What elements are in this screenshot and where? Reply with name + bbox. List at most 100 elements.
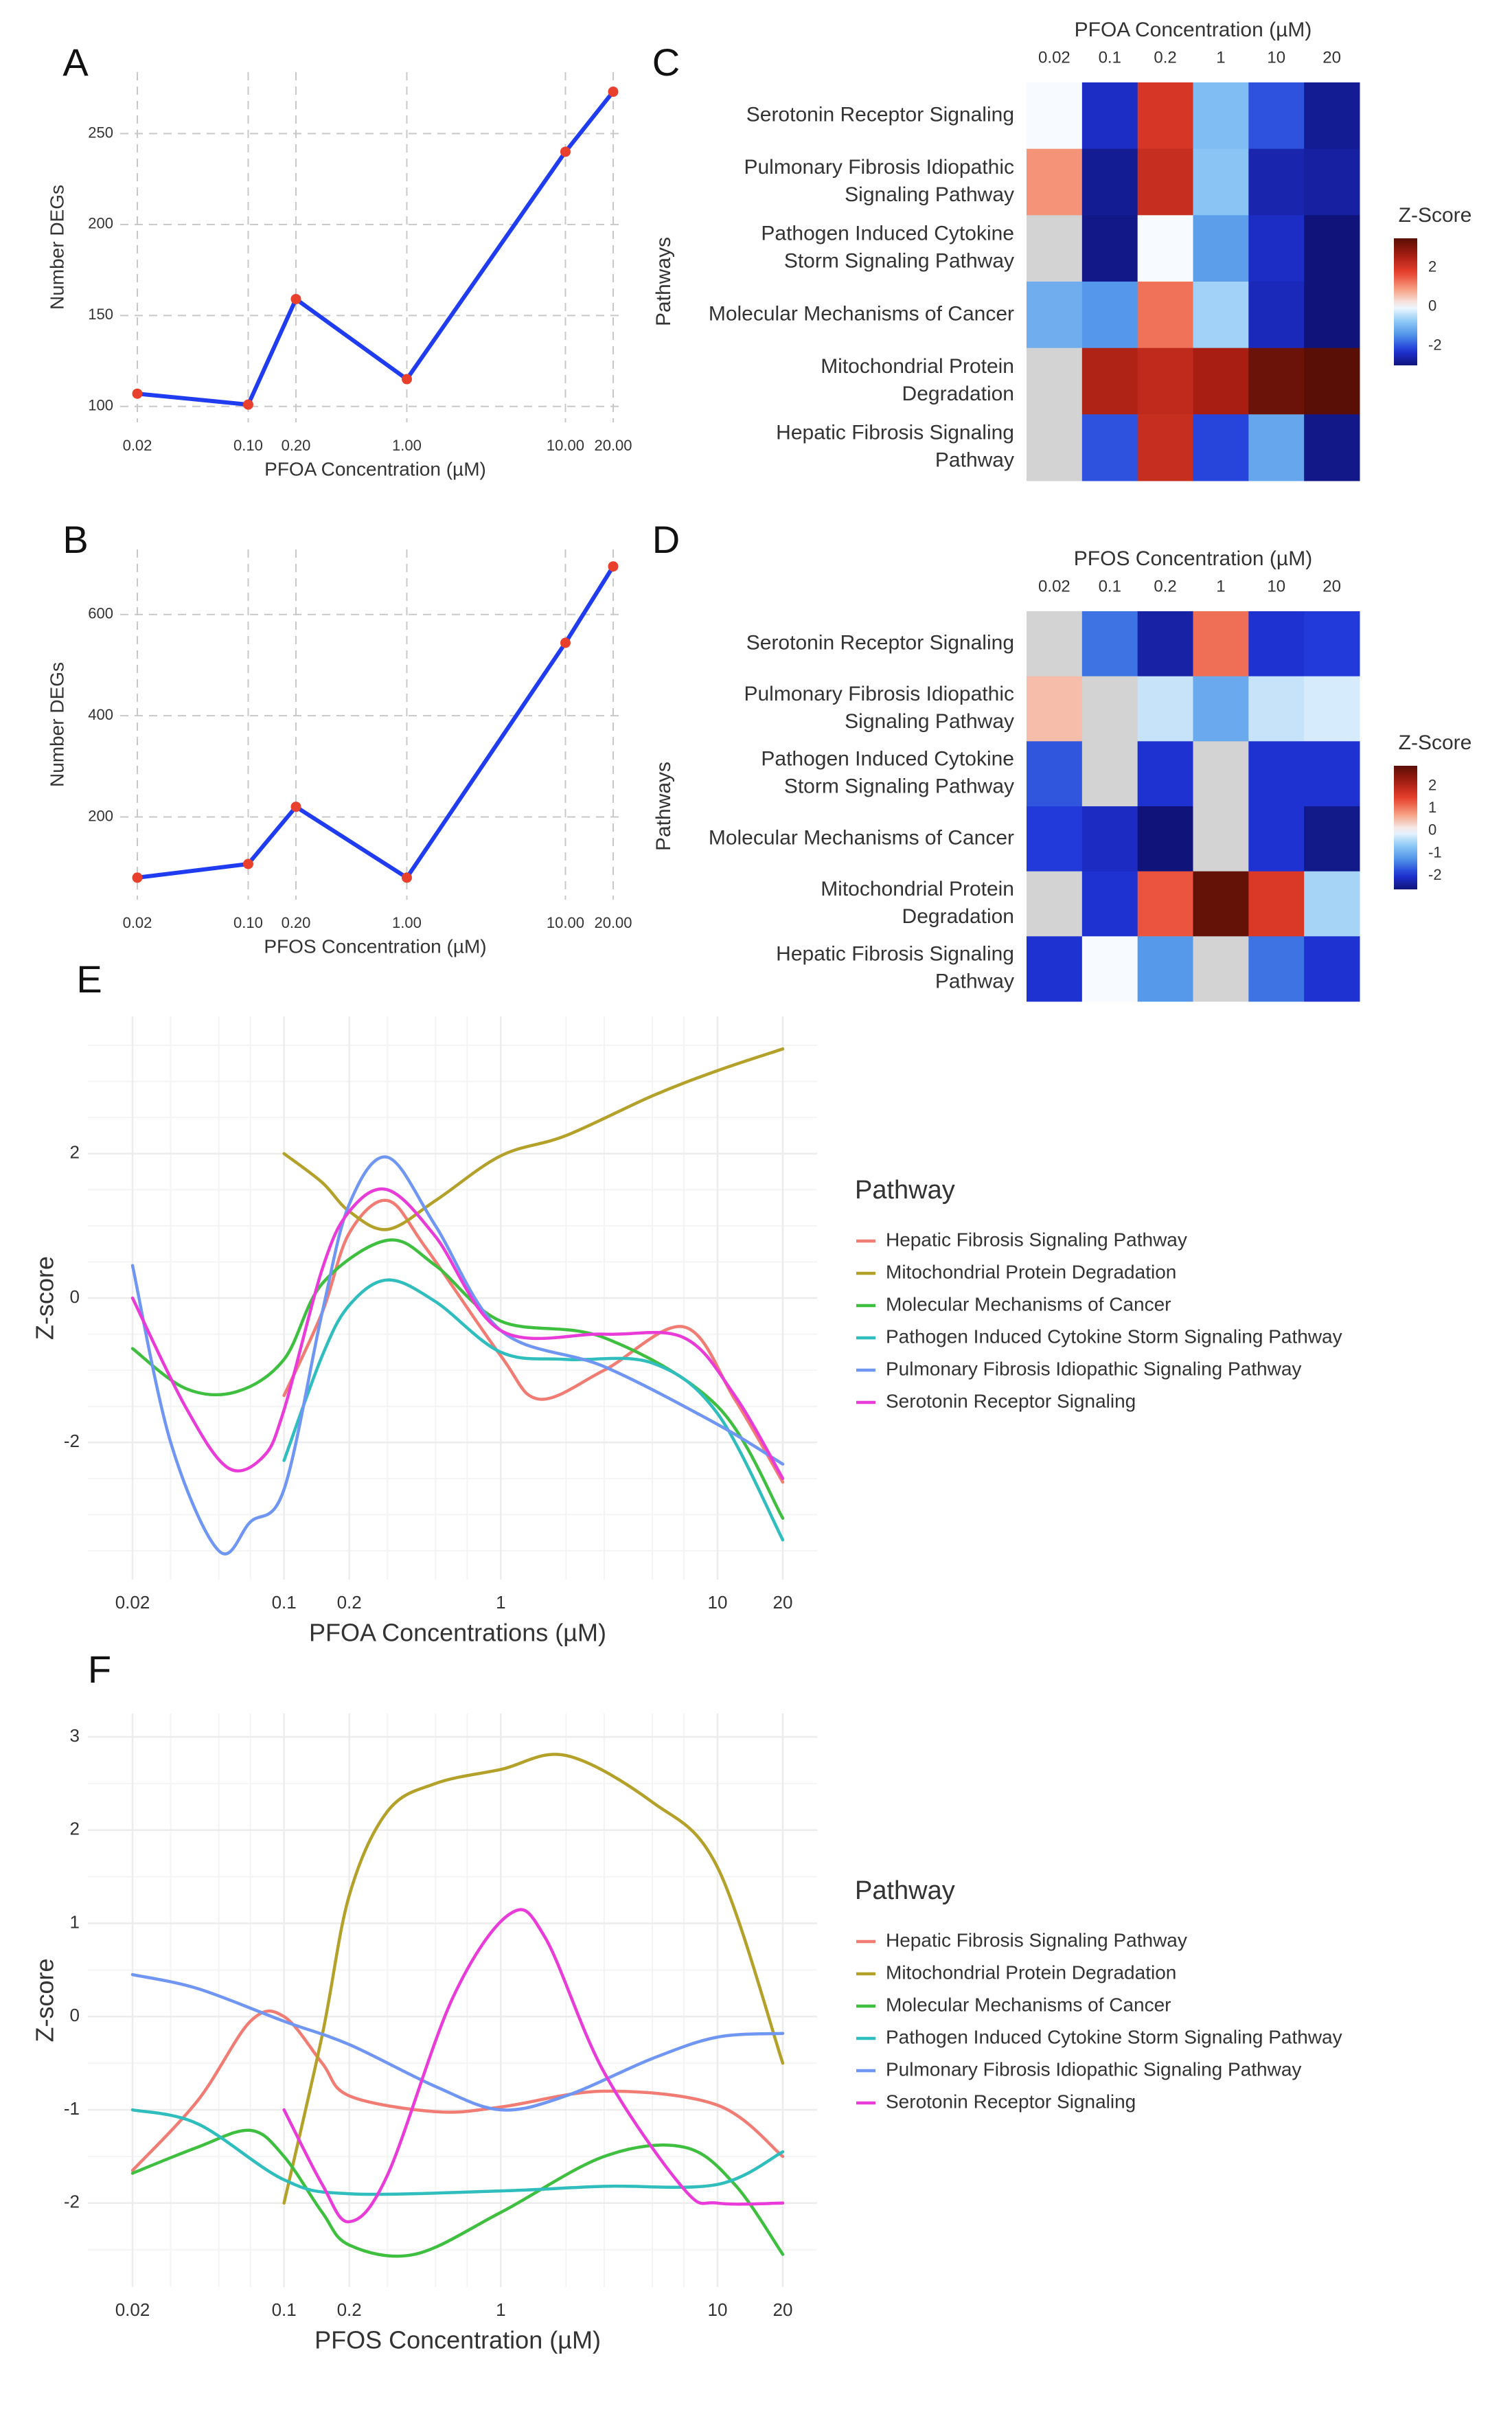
heatmap-cell: [1027, 676, 1083, 742]
heatmap-cell: [1304, 215, 1360, 282]
heatmap-cell: [1304, 871, 1360, 937]
x-tick-label: 1: [496, 1592, 505, 1613]
heatmap-cell: [1248, 676, 1305, 742]
heatmap-cell: [1193, 282, 1249, 349]
zscore-chart-e: -2 0 2 0.02 0.1 0.2 1 10 20 PFOA Concentrations (…: [31, 1016, 1342, 1647]
x-tick-label: 0.02: [123, 914, 152, 931]
x-tick-label: 0.1: [272, 1592, 297, 1613]
y-tick-label: 2: [70, 1819, 80, 1839]
data-point: [132, 872, 143, 883]
row-label: Serotonin Receptor Signaling: [746, 103, 1014, 126]
heatmap-cell: [1248, 741, 1305, 807]
heatmap-title: PFOS Concentration (µM): [1074, 547, 1312, 570]
data-point: [401, 374, 412, 385]
y-tick-label: -1: [64, 2098, 80, 2119]
legend-entry: Serotonin Receptor Signaling: [886, 2091, 1136, 2112]
heatmap-cell: [1304, 414, 1360, 481]
heatmap-cell: [1081, 282, 1138, 349]
heatmap-cell: [1193, 676, 1249, 742]
legend-tick-label: 2: [1428, 258, 1436, 275]
y-tick-label: 0: [70, 2005, 80, 2025]
column-label: 20: [1322, 577, 1341, 595]
heatmap-cell: [1081, 414, 1138, 481]
x-axis-label: PFOS Concentration (µM): [264, 935, 486, 957]
x-tick-label: 0.02: [115, 1592, 150, 1613]
series-line: [282, 1198, 785, 1484]
heatmap-cell: [1027, 148, 1083, 216]
legend-entry: Hepatic Fibrosis Signaling Pathway: [886, 1229, 1187, 1250]
heatmap-cell: [1081, 871, 1138, 937]
data-point: [290, 801, 301, 812]
data-point: [608, 87, 619, 98]
heatmap-cell: [1027, 348, 1083, 415]
series-line: [130, 1155, 785, 1556]
heatmap-cell: [1248, 414, 1305, 481]
x-tick-label: 0.10: [233, 914, 263, 931]
heatmap-cell: [1081, 806, 1138, 872]
x-tick-label: 10.00: [547, 914, 584, 931]
row-label: Pathway: [935, 449, 1014, 472]
series-line: [137, 90, 615, 407]
heatmap-cell: [1137, 871, 1193, 937]
legend-entry: Hepatic Fibrosis Signaling Pathway: [886, 1929, 1187, 1950]
x-tick-label: 0.20: [282, 914, 311, 931]
x-tick-label: 20: [773, 2299, 793, 2320]
heatmap-cell: [1304, 282, 1360, 349]
series-line: [130, 2128, 785, 2258]
row-label: Storm Signaling Pathway: [784, 250, 1014, 273]
series-line: [282, 1753, 785, 2205]
row-label: Signaling Pathway: [845, 183, 1014, 206]
data-point: [560, 146, 571, 157]
data-point: [608, 561, 619, 572]
series-line: [130, 1187, 785, 1481]
heatmap-cell: [1081, 348, 1138, 415]
heatmap-cell: [1137, 611, 1193, 677]
series-line: [282, 1278, 785, 1542]
heatmap-cell: [1304, 806, 1360, 872]
column-label: 0.2: [1154, 577, 1176, 595]
y-axis-label: Pathways: [652, 762, 675, 851]
column-label: 20: [1322, 48, 1341, 67]
heatmap-cell: [1304, 82, 1360, 150]
heatmap-cell: [1193, 871, 1249, 937]
legend-tick-label: 0: [1428, 821, 1436, 839]
x-tick-label: 10: [708, 1592, 728, 1613]
panel-label-c: C: [652, 41, 680, 84]
y-tick-label: 3: [70, 1725, 80, 1746]
heatmap-cell: [1248, 611, 1305, 677]
legend-title: Z-Score: [1399, 731, 1472, 754]
heatmap-cell: [1193, 741, 1249, 807]
x-tick-label: 0.02: [115, 2299, 150, 2320]
x-axis-label: PFOA Concentration (µM): [264, 458, 486, 479]
deg-line-chart-a: 100 150 200 250 0.02 0.10 0.20 1.00 10.00 20.00 PF…: [46, 72, 632, 479]
heatmap-cell: [1137, 806, 1193, 872]
heatmap-cell: [1248, 348, 1305, 415]
y-axis-label: Z-score: [31, 1958, 59, 2042]
data-point: [560, 637, 571, 648]
heatmap-cell: [1193, 611, 1249, 677]
heatmap-cell: [1248, 215, 1305, 282]
legend-entry: Pathogen Induced Cytokine Storm Signalin…: [886, 1326, 1342, 1347]
legend-entry: Pulmonary Fibrosis Idiopathic Signaling …: [886, 1358, 1301, 1379]
x-tick-label: 1.00: [392, 914, 422, 931]
heatmap-cell: [1081, 936, 1138, 1002]
row-label: Degradation: [902, 905, 1014, 928]
column-label: 10: [1267, 48, 1285, 67]
heatmap-cell: [1137, 282, 1193, 349]
y-tick-label: 600: [88, 605, 113, 622]
heatmap-cell: [1027, 741, 1083, 807]
x-tick-label: 1: [496, 2299, 505, 2320]
data-point: [132, 388, 143, 399]
heatmap-cell: [1193, 215, 1249, 282]
deg-line-chart-b: 200 400 600 0.02 0.10 0.20 1.00 10.00 20.00 PFOS …: [46, 549, 632, 957]
y-axis-label: Number DEGs: [46, 185, 67, 310]
heatmap-cell: [1193, 806, 1249, 872]
heatmap-cell: [1137, 348, 1193, 415]
x-axis-label: PFOA Concentrations (µM): [309, 1619, 606, 1647]
y-tick-label: 100: [88, 397, 113, 414]
x-tick-label: 0.10: [233, 437, 263, 454]
heatmap-cell: [1027, 282, 1083, 349]
column-label: 0.02: [1038, 577, 1070, 595]
series-line: [282, 1047, 785, 1231]
y-tick-label: 250: [88, 124, 113, 141]
